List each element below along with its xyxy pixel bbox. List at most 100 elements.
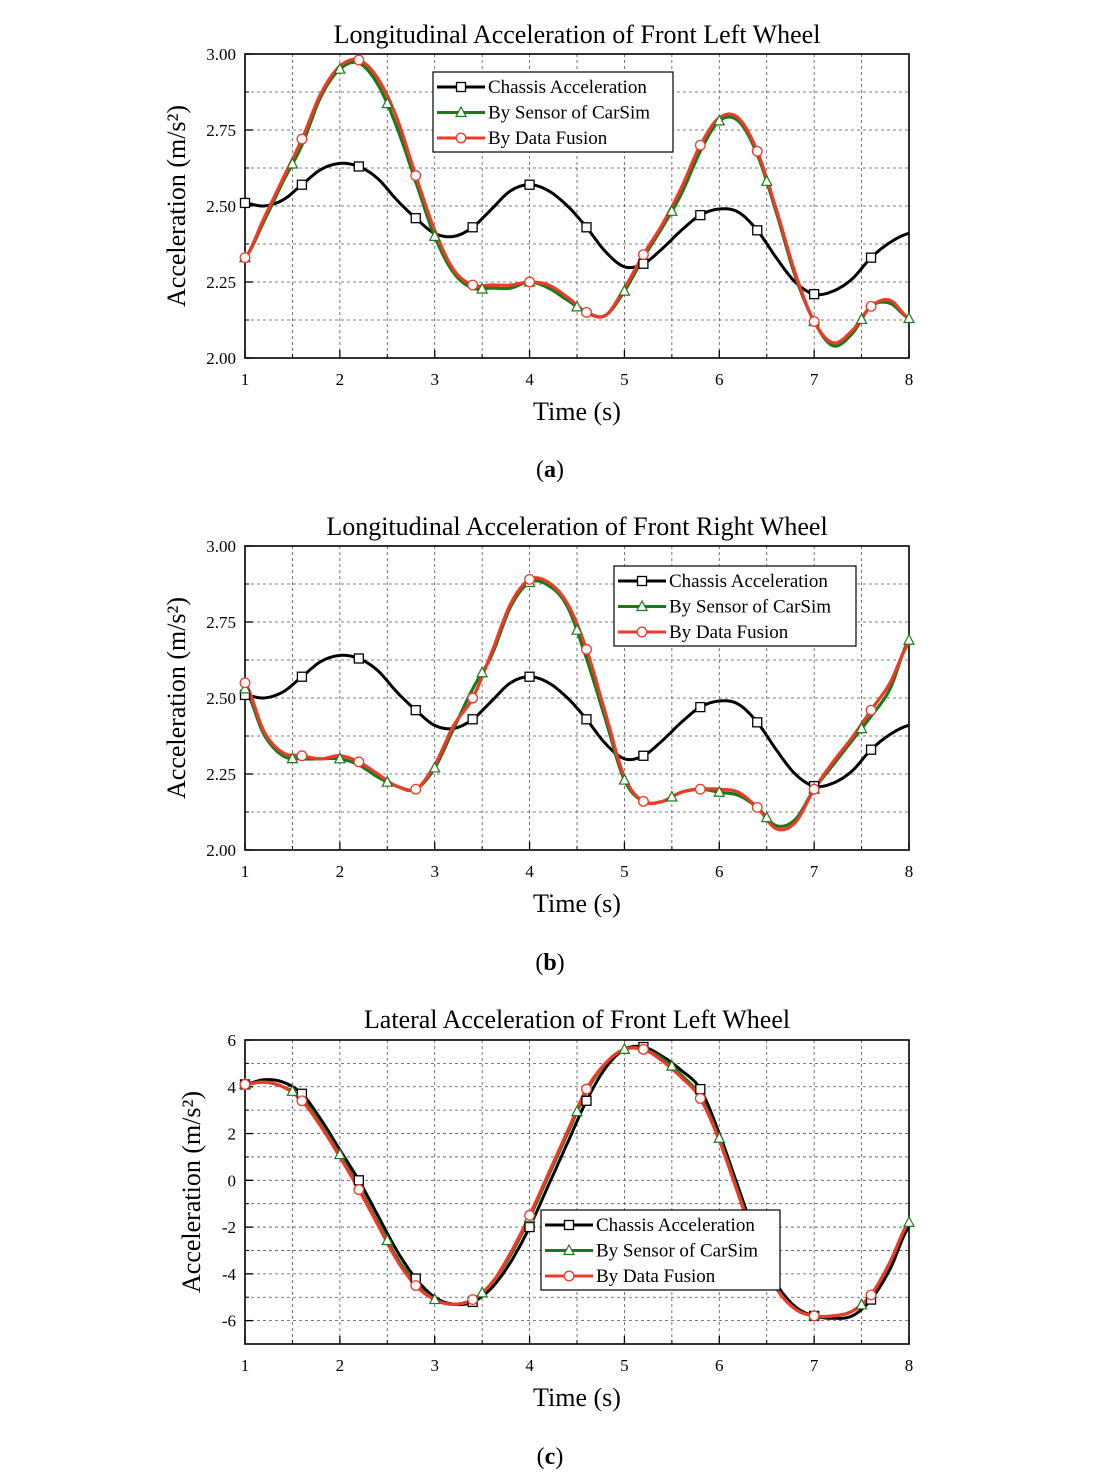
- data-point-circle: [296, 750, 308, 762]
- data-point-circle: [694, 139, 706, 151]
- data-point-triangle: [476, 665, 489, 678]
- data-point-square: [695, 1083, 706, 1095]
- y-tick-label: 3.00: [206, 537, 236, 556]
- data-point-triangle: [903, 633, 915, 645]
- data-point-triangle: [855, 312, 868, 325]
- y-tick-label: 4: [228, 1078, 237, 1097]
- x-tick-label: 3: [430, 1356, 439, 1375]
- data-point-triangle: [665, 790, 678, 802]
- data-point-circle: [808, 1310, 820, 1322]
- data-point-circle: [808, 316, 820, 327]
- data-point-triangle: [381, 96, 394, 109]
- data-point-triangle: [760, 174, 773, 186]
- axis-ticks: 1 2 3 4 5 6 7 8 2.00 2.25 2.50 2.75 3.00: [206, 45, 913, 389]
- legend-label: Chassis Acceleration: [669, 571, 828, 592]
- data-point-triangle: [476, 1286, 489, 1298]
- caption-a: (a): [536, 457, 564, 483]
- chart-title: Lateral Acceleration of Front Left Wheel: [364, 1005, 790, 1034]
- data-point-triangle: [760, 810, 773, 823]
- data-point-circle: [581, 643, 592, 655]
- data-point-square: [695, 209, 706, 221]
- legend: Chassis Acceleration By Sensor of CarSim B…: [432, 71, 674, 153]
- data-point-circle: [751, 801, 763, 813]
- axis-ticks: 1 2 3 4 5 6 7 8 2.00 2.25 2.50 2.75 3.00: [206, 537, 913, 881]
- caption-b: (b): [535, 950, 565, 976]
- data-point-triangle: [571, 1104, 583, 1117]
- legend-label: Chassis Acceleration: [488, 77, 647, 98]
- data-point-circle: [410, 783, 422, 795]
- y-axis-label: Acceleration (m/s²): [162, 105, 191, 307]
- x-tick-label: 7: [810, 862, 819, 881]
- y-axis-label: Acceleration (m/s²): [162, 597, 191, 799]
- data-point-triangle: [286, 1084, 299, 1096]
- x-tick-label: 1: [241, 370, 250, 389]
- data-point-triangle: [381, 775, 394, 787]
- data-point-triangle: [476, 282, 489, 294]
- caption-letter: a: [544, 457, 556, 483]
- legend-marker-circle: [636, 626, 648, 638]
- y-tick-label: -4: [222, 1265, 237, 1284]
- x-axis-label: Time (s): [533, 889, 621, 918]
- y-tick-label: 2.75: [206, 613, 236, 632]
- data-point-circle: [581, 306, 592, 318]
- data-point-triangle: [428, 1292, 441, 1305]
- data-point-square: [865, 252, 877, 263]
- x-tick-label: 2: [336, 1356, 345, 1375]
- legend-marker-circle: [563, 1270, 575, 1282]
- data-point-triangle: [618, 284, 631, 296]
- x-tick-label: 6: [715, 370, 724, 389]
- data-point-square: [581, 714, 592, 725]
- data-point-triangle: [713, 114, 726, 126]
- legend-label: By Sensor of CarSim: [488, 103, 650, 124]
- data-point-triangle: [665, 1059, 678, 1071]
- x-tick-label: 6: [715, 862, 724, 881]
- data-point-square: [524, 1221, 535, 1233]
- x-tick-label: 7: [810, 1356, 819, 1375]
- data-point-square: [524, 179, 535, 190]
- legend-label: By Data Fusion: [669, 622, 789, 643]
- data-point-square: [808, 289, 820, 300]
- data-point-circle: [694, 783, 706, 795]
- y-tick-label: -2: [222, 1218, 236, 1237]
- data-point-triangle: [618, 773, 631, 785]
- x-tick-label: 2: [336, 862, 345, 881]
- data-point-square: [695, 701, 706, 713]
- data-point-square: [353, 653, 364, 664]
- legend-marker-triangle: [455, 105, 467, 118]
- data-point-triangle: [855, 1298, 868, 1310]
- data-point-circle: [524, 276, 536, 288]
- data-point-circle: [637, 1043, 649, 1055]
- legend-marker-square: [636, 575, 648, 587]
- x-tick-label: 5: [620, 1356, 629, 1375]
- x-tick-label: 7: [810, 370, 819, 389]
- data-point-circle: [239, 252, 251, 264]
- x-axis-label: Time (s): [533, 1383, 621, 1412]
- grid: [245, 1040, 909, 1344]
- x-tick-label: 3: [430, 862, 439, 881]
- chart-title: Longitudinal Acceleration of Front Left …: [334, 20, 821, 49]
- data-point-circle: [353, 54, 365, 66]
- chart-panel-c: Lateral Acceleration of Front Left Wheel…: [177, 1005, 915, 1412]
- y-tick-label: 2.50: [206, 197, 236, 216]
- chart-title: Longitudinal Acceleration of Front Right…: [326, 512, 827, 541]
- data-point-triangle: [571, 300, 583, 312]
- chart-panel-b: Longitudinal Acceleration of Front Right…: [162, 512, 915, 918]
- series-layer: [239, 573, 915, 832]
- y-tick-label: -6: [222, 1312, 236, 1331]
- data-point-circle: [808, 783, 820, 795]
- y-tick-label: 3.00: [206, 45, 236, 64]
- x-axis-label: Time (s): [533, 397, 621, 426]
- legend-label: Chassis Acceleration: [596, 1215, 755, 1236]
- x-tick-label: 4: [525, 862, 534, 881]
- legend-marker-triangle: [563, 1243, 575, 1256]
- data-point-triangle: [713, 785, 726, 797]
- x-tick-label: 4: [525, 370, 534, 389]
- x-tick-label: 1: [241, 862, 250, 881]
- chart-panel-a: Longitudinal Acceleration of Front Left …: [162, 20, 915, 426]
- legend-marker-circle: [455, 132, 467, 144]
- x-tick-label: 4: [525, 1356, 534, 1375]
- data-point-triangle: [665, 204, 678, 216]
- axis-ticks: 1 2 3 4 5 6 7 8 -6 -4 -2 0 2 4 6: [222, 1031, 913, 1375]
- data-point-triangle: [428, 761, 441, 773]
- data-point-circle: [637, 249, 649, 261]
